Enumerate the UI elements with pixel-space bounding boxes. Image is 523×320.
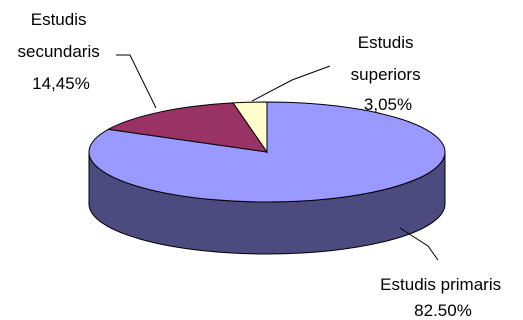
slice-label-primaris-value: 82.50% [414,301,472,320]
slice-label-superiors-value: 3,05% [364,95,412,114]
leader-line-primaris [399,227,439,261]
slice-2 [232,101,268,154]
leader-lines [116,54,439,261]
slice-label-primaris-name: Estudis primaris [380,275,501,294]
slice-label-secundaris-value: 14,45% [32,74,90,93]
slice-label-secundaris: Estudis secundaris 14,45% [18,10,105,93]
slice-1 [106,102,269,153]
slice-label-secundaris-line1: Estudis [31,10,87,29]
slice-label-superiors-line2: superiors [351,65,421,84]
leader-line-superiors [251,65,331,102]
slice-label-superiors: Estudis superiors 3,05% [351,33,426,114]
leader-line-secundaris [116,54,157,109]
slice-label-superiors-line1: Estudis [358,33,414,52]
slice-label-secundaris-line2: secundaris [18,42,100,61]
pie-slices [88,101,446,203]
slice-label-primaris: Estudis primaris 82.50% [380,275,506,320]
